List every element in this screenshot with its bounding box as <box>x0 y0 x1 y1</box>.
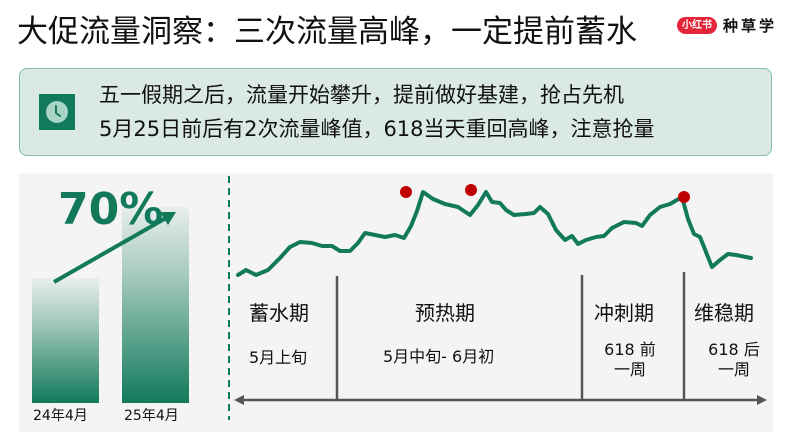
bar-2025 <box>122 207 189 403</box>
brand-text: 种草学 <box>723 17 778 35</box>
phase-title-sprint: 冲刺期 <box>594 301 654 325</box>
axis-arrow-right-icon <box>757 395 767 405</box>
peak-marker-1 <box>400 186 412 198</box>
phase-title-warmup: 预热期 <box>415 301 475 325</box>
info-line-1: 五一假期之后，流量开始攀升，提前做好基建，抢占先机 <box>99 83 624 107</box>
phase-period-storage: 5月上旬 <box>249 348 308 367</box>
brand-logo: 小红书 种草学 <box>677 15 777 36</box>
info-line-2: 5月25日前后有2次流量峰值，618当天重回高峰，注意抢量 <box>99 117 655 141</box>
axis-arrow-left-icon <box>234 395 244 405</box>
phase-period-stable: 618 后一周 <box>708 340 760 379</box>
bar-2024 <box>32 278 99 403</box>
phase-title-stable: 维稳期 <box>694 301 754 325</box>
page-title: 大促流量洞察：三次流量高峰，一定提前蓄水 <box>17 14 637 50</box>
bar-label-2025: 25年4月 <box>124 408 179 424</box>
peak-marker-2 <box>465 184 477 196</box>
peak-marker-3 <box>678 191 690 203</box>
bar-label-2024: 24年4月 <box>33 408 88 424</box>
info-callout: 五一假期之后，流量开始攀升，提前做好基建，抢占先机 5月25日前后有2次流量峰值… <box>19 68 772 156</box>
traffic-curve <box>236 190 753 277</box>
phase-period-warmup: 5月中旬- 6月初 <box>383 347 495 366</box>
clock-icon <box>39 94 75 130</box>
phase-period-sprint: 618 前一周 <box>604 340 656 379</box>
phase-title-storage: 蓄水期 <box>249 301 309 325</box>
brand-badge: 小红书 <box>677 17 717 34</box>
growth-arrow-icon <box>53 212 176 284</box>
growth-percent: 70% <box>58 184 164 235</box>
